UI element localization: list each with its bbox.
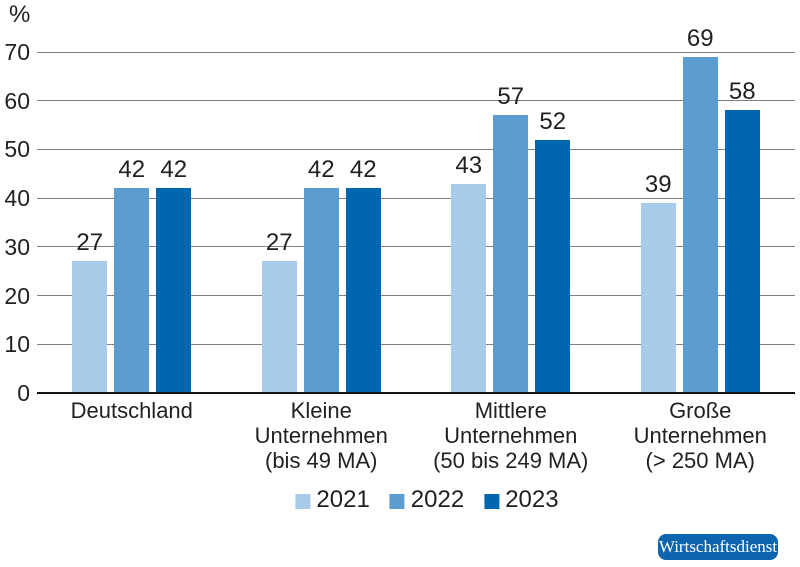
legend-swatch-2021 xyxy=(295,494,311,509)
bar-2022-group2 xyxy=(303,188,339,393)
legend-item-2023: 2023 xyxy=(484,486,559,514)
legend-label-2022: 2022 xyxy=(410,486,465,513)
bar-2021-group4 xyxy=(640,203,676,393)
chart-legend: 2021 2022 2023 xyxy=(295,486,559,514)
wirtschaftsdienst-badge: Wirtschaftsdienst xyxy=(658,534,778,560)
gridline-70 xyxy=(37,51,795,53)
bar-2023-group1 xyxy=(156,188,192,393)
gridline-10 xyxy=(37,343,795,345)
x-axis-line xyxy=(37,392,795,394)
gridline-30 xyxy=(37,246,795,248)
y-tick-label-70: 70 xyxy=(4,39,30,65)
bar-value-label: 42 xyxy=(307,156,335,184)
gridline-20 xyxy=(37,295,795,297)
bar-value-label: 42 xyxy=(118,156,146,184)
y-tick-label-40: 40 xyxy=(4,185,30,212)
bar-2023-group4 xyxy=(724,110,760,393)
legend-label-2021: 2021 xyxy=(316,486,370,513)
legend-swatch-2023 xyxy=(484,494,500,509)
bar-value-label: 57 xyxy=(497,83,525,111)
y-tick-label-30: 30 xyxy=(4,233,30,260)
gridline-60 xyxy=(37,100,795,102)
gridline-40 xyxy=(37,197,795,199)
legend-item-2022: 2022 xyxy=(389,486,465,514)
y-tick-label-20: 20 xyxy=(4,282,30,309)
legend-label-2023: 2023 xyxy=(505,486,559,513)
legend-swatch-2022 xyxy=(389,494,405,509)
bar-2021-group3 xyxy=(451,183,487,393)
y-tick-label-0: 0 xyxy=(17,380,30,406)
bar-value-label: 42 xyxy=(349,156,377,184)
bar-value-label: 27 xyxy=(76,229,104,257)
bar-2022-group1 xyxy=(114,188,150,393)
bar-2021-group1 xyxy=(72,261,108,393)
category-label-1: Deutschland xyxy=(70,398,193,423)
bar-2023-group2 xyxy=(345,188,381,393)
category-label-4: Große Unternehmen (> 250 MA) xyxy=(633,398,767,473)
bar-value-label: 69 xyxy=(686,24,714,52)
bar-value-label: 58 xyxy=(728,78,756,106)
category-label-2: Kleine Unternehmen (bis 49 MA) xyxy=(254,398,388,473)
bar-value-label: 52 xyxy=(539,107,567,135)
gridline-50 xyxy=(37,148,795,150)
bar-2021-group2 xyxy=(261,261,297,393)
bar-value-label: 43 xyxy=(455,151,483,179)
legend-item-2021: 2021 xyxy=(295,486,370,514)
y-tick-label-10: 10 xyxy=(4,331,30,358)
bar-2023-group3 xyxy=(535,139,571,393)
bar-2022-group4 xyxy=(682,56,718,393)
y-tick-label-60: 60 xyxy=(4,87,30,114)
category-label-3: Mittlere Unternehmen (50 bis 249 MA) xyxy=(433,398,589,473)
y-tick-label-50: 50 xyxy=(4,136,30,163)
y-axis-unit-label: % xyxy=(9,1,31,28)
bar-value-label: 27 xyxy=(265,229,293,257)
bar-value-label: 42 xyxy=(160,156,188,184)
bar-value-label: 39 xyxy=(644,171,672,198)
bar-2022-group3 xyxy=(493,115,529,393)
